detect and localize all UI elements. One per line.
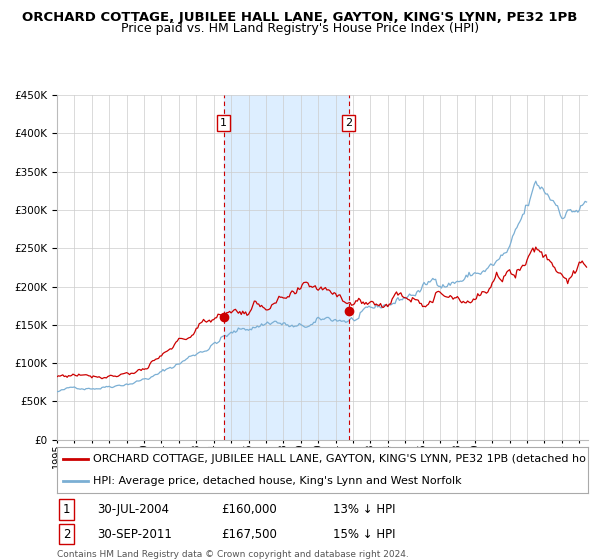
Text: Contains HM Land Registry data © Crown copyright and database right 2024.
This d: Contains HM Land Registry data © Crown c…	[57, 550, 409, 560]
Text: 30-SEP-2011: 30-SEP-2011	[97, 528, 172, 540]
Text: 15% ↓ HPI: 15% ↓ HPI	[333, 528, 395, 540]
Text: ORCHARD COTTAGE, JUBILEE HALL LANE, GAYTON, KING'S LYNN, PE32 1PB (detached ho: ORCHARD COTTAGE, JUBILEE HALL LANE, GAYT…	[93, 454, 586, 464]
Text: HPI: Average price, detached house, King's Lynn and West Norfolk: HPI: Average price, detached house, King…	[93, 476, 462, 486]
Text: 30-JUL-2004: 30-JUL-2004	[97, 503, 169, 516]
Text: 1: 1	[220, 118, 227, 128]
Text: £167,500: £167,500	[221, 528, 277, 540]
Text: ORCHARD COTTAGE, JUBILEE HALL LANE, GAYTON, KING'S LYNN, PE32 1PB: ORCHARD COTTAGE, JUBILEE HALL LANE, GAYT…	[22, 11, 578, 24]
Bar	[224, 95, 349, 440]
Text: 13% ↓ HPI: 13% ↓ HPI	[333, 503, 395, 516]
Text: Price paid vs. HM Land Registry's House Price Index (HPI): Price paid vs. HM Land Registry's House …	[121, 22, 479, 35]
Text: 2: 2	[345, 118, 352, 128]
Text: 1: 1	[63, 503, 70, 516]
Text: 2: 2	[63, 528, 70, 540]
Text: £160,000: £160,000	[221, 503, 277, 516]
